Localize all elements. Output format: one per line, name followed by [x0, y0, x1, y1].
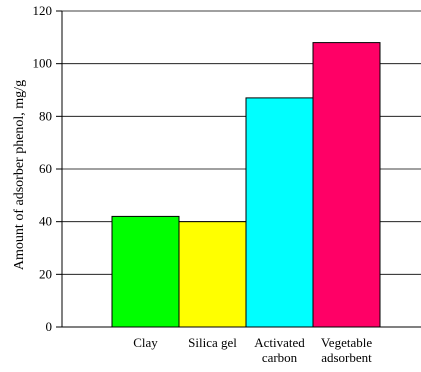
x-tick-label-line: Activated: [254, 335, 305, 350]
y-tick-label: 120: [33, 3, 53, 18]
x-tick-label: Silica gel: [188, 335, 237, 350]
x-tick-label: Clay: [133, 335, 158, 350]
x-tick-labels: Clay Silica gel Activated carbon Vegetable ad…: [133, 335, 372, 365]
x-tick-label-line: Vegetable: [321, 335, 372, 350]
x-tick-label-line: Clay: [133, 335, 158, 350]
bar: [245, 97, 314, 328]
x-tick-label-line: carbon: [262, 350, 298, 365]
y-tick-label: 80: [39, 108, 52, 123]
y-axis-label: Amount of adsorber phenol, mg/g: [12, 80, 27, 270]
y-tick-label: 60: [39, 161, 52, 176]
x-tick-label: Activated carbon: [254, 335, 305, 365]
x-tick-label: Vegetable adsorbent: [321, 335, 372, 365]
bar: [312, 42, 381, 328]
x-tick-label-line: Silica gel: [188, 335, 237, 350]
bar: [111, 215, 180, 328]
bars: [111, 42, 381, 328]
y-tick-label: 100: [33, 56, 53, 71]
y-tick-label: 0: [46, 319, 53, 334]
bar: [178, 221, 247, 328]
y-tick-label: 20: [39, 266, 52, 281]
y-ticks: 0 20 40 60 80 100 120: [33, 3, 62, 334]
x-tick-label-line: adsorbent: [321, 350, 372, 365]
y-tick-label: 40: [39, 214, 52, 229]
